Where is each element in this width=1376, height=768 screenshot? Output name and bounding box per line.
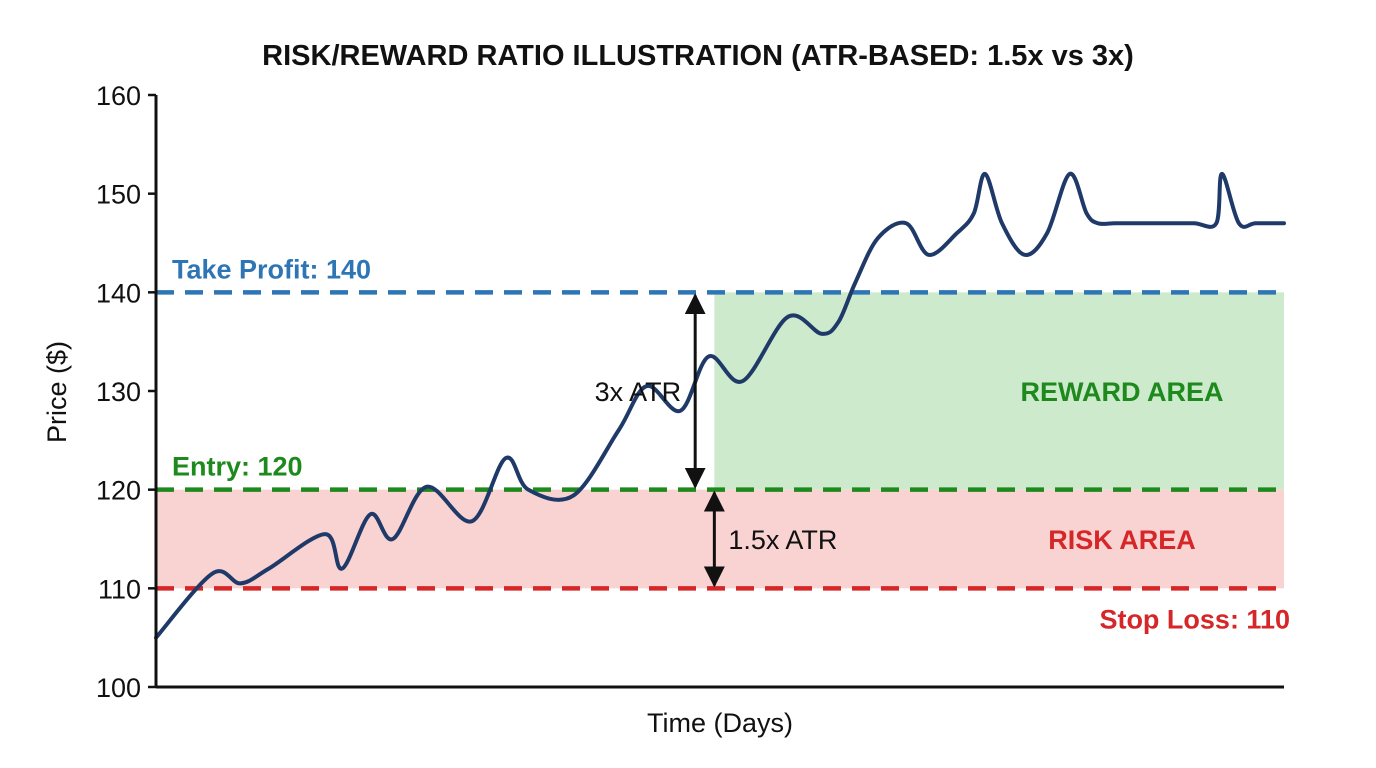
- series-layer: [154, 171, 1286, 640]
- levels-layer: Take Profit: 140 Entry: 120 Stop Loss: 110: [156, 254, 1290, 634]
- entry-label: Entry: 120: [172, 452, 303, 482]
- risk-area-label: RISK AREA: [1048, 525, 1196, 555]
- areas-layer: REWARD AREA RISK AREA: [156, 292, 1284, 589]
- price-line: [154, 171, 1286, 640]
- y-axis-label: Price ($): [42, 341, 72, 443]
- y-tick-label: 150: [96, 180, 141, 210]
- y-tick-label: 130: [96, 377, 141, 407]
- take-profit-label: Take Profit: 140: [172, 254, 371, 284]
- annotations-layer: 3x ATR 1.5x ATR: [595, 293, 837, 588]
- 3x-atr-label: 3x ATR: [595, 377, 682, 407]
- 1-5x-atr-label: 1.5x ATR: [728, 525, 837, 555]
- chart-title: RISK/REWARD RATIO ILLUSTRATION (ATR-BASE…: [262, 40, 1134, 72]
- y-tick-label: 160: [96, 81, 141, 111]
- y-tick-label: 140: [96, 278, 141, 308]
- y-tick-label: 100: [96, 673, 141, 703]
- reward-area-label: REWARD AREA: [1020, 377, 1223, 407]
- stop-loss-label: Stop Loss: 110: [1099, 604, 1290, 634]
- x-axis-label: Time (Days): [647, 708, 793, 738]
- y-tick-label: 110: [98, 574, 141, 604]
- ticks-layer: 100 110 120 130 140 150 160: [96, 81, 156, 703]
- y-tick-label: 120: [96, 476, 141, 506]
